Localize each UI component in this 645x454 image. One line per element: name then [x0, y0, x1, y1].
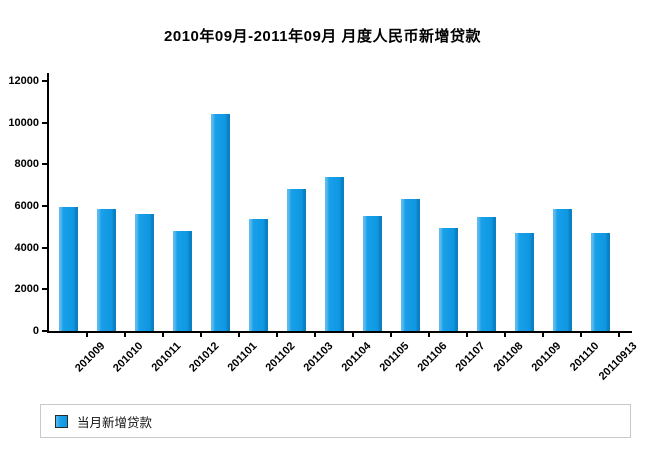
bar: [363, 216, 382, 331]
x-tick-label: 201011: [149, 340, 184, 375]
y-tick-label: 8000: [14, 158, 39, 171]
x-axis-tick: [276, 333, 278, 337]
y-axis-tick: [42, 205, 47, 207]
x-axis-tick: [466, 333, 468, 337]
x-axis-tick: [504, 333, 506, 337]
x-axis-tick: [580, 333, 582, 337]
legend: 当月新增贷款: [40, 404, 631, 438]
y-tick-label: 10000: [8, 116, 39, 129]
x-tick-label: 201105: [377, 340, 412, 375]
x-tick-label: 20110913: [596, 340, 640, 383]
y-axis-tick: [42, 246, 47, 249]
y-axis-tick: [42, 330, 47, 332]
x-tick-label: 201109: [529, 340, 564, 375]
x-axis-tick: [314, 333, 316, 337]
bar: [135, 213, 154, 331]
x-tick-label: 201101: [225, 340, 260, 375]
x-axis-tick: [162, 333, 164, 337]
x-tick-label: 201103: [301, 340, 336, 375]
x-tick-label: 201106: [415, 340, 450, 375]
x-tick-label: 201102: [263, 340, 298, 375]
y-axis-tick: [42, 80, 47, 82]
chart-title: 2010年09月-2011年09月 月度人民币新增贷款: [164, 28, 481, 45]
y-tick-label: 0: [32, 325, 39, 337]
bar: [325, 176, 344, 331]
x-axis-line: [47, 331, 632, 333]
x-axis-tick: [238, 333, 240, 337]
x-tick-label: 201110: [567, 340, 602, 374]
x-tick-label: 201108: [491, 340, 526, 375]
bar: [439, 228, 458, 331]
x-axis-tick: [352, 333, 354, 337]
y-tick-label: 4000: [14, 241, 39, 254]
x-axis-tick: [428, 333, 430, 337]
x-axis-tick: [200, 333, 202, 337]
x-axis-tick: [124, 333, 126, 337]
y-axis-tick: [42, 121, 47, 124]
bar: [401, 198, 420, 331]
bar: [173, 230, 192, 331]
y-axis-tick: [42, 163, 47, 166]
x-tick-label: 201012: [187, 340, 222, 375]
bar: [515, 233, 534, 331]
y-tick-label: 6000: [14, 200, 39, 212]
bar: [287, 189, 306, 331]
x-tick-label: 201104: [339, 340, 374, 375]
y-axis-tick: [42, 288, 47, 291]
x-axis-tick: [86, 333, 88, 337]
bar: [249, 219, 268, 331]
x-axis-tick: [542, 333, 544, 337]
bar: [97, 208, 116, 331]
y-tick-label: 2000: [14, 283, 39, 296]
x-axis-tick: [390, 333, 392, 337]
y-axis-line: [47, 73, 49, 333]
x-tick-label: 201107: [453, 340, 488, 375]
x-tick-label: 201009: [73, 340, 108, 375]
y-tick-label: 12000: [8, 75, 39, 87]
legend-swatch: [55, 414, 68, 428]
bar: [59, 206, 78, 331]
bar: [211, 114, 230, 331]
x-tick-label: 201010: [111, 340, 146, 375]
plot-area: 0 2000 4000 6000 8000 10000 12000 201009 201010…: [8, 73, 639, 383]
legend-label: 当月新增贷款: [77, 415, 153, 430]
bar: [553, 208, 572, 331]
bar: [477, 216, 496, 331]
bar: [591, 233, 610, 331]
x-axis-tick: [618, 333, 620, 337]
